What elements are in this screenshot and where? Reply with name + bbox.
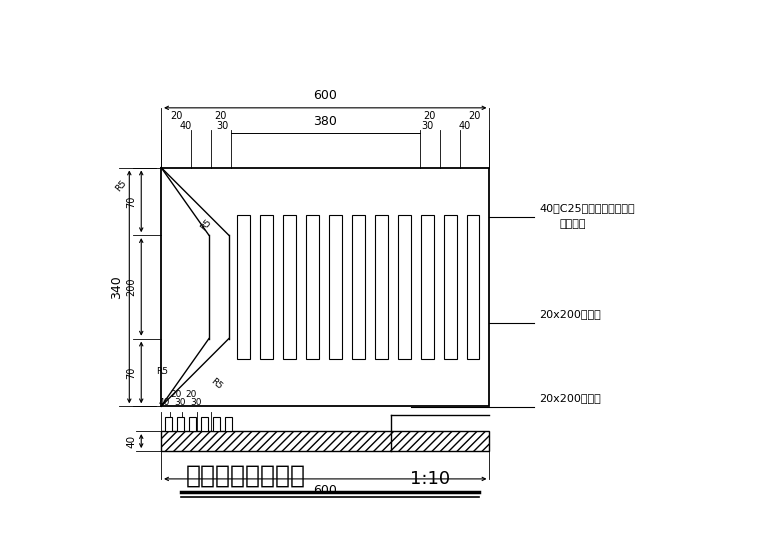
Bar xyxy=(165,417,172,431)
Text: 30: 30 xyxy=(174,398,185,407)
Bar xyxy=(352,215,365,359)
Text: 40: 40 xyxy=(180,121,192,130)
Text: 40: 40 xyxy=(158,398,169,407)
Text: 70: 70 xyxy=(126,366,136,379)
Text: 40: 40 xyxy=(126,434,136,448)
Text: 1:10: 1:10 xyxy=(410,470,450,488)
Text: 600: 600 xyxy=(313,484,337,497)
Bar xyxy=(420,215,433,359)
Text: 20: 20 xyxy=(423,111,436,121)
Text: 200: 200 xyxy=(126,278,136,296)
Text: 30: 30 xyxy=(217,121,229,130)
Text: R5: R5 xyxy=(156,367,168,376)
Text: 70: 70 xyxy=(126,195,136,207)
Bar xyxy=(328,215,341,359)
Bar xyxy=(237,215,250,359)
Bar xyxy=(225,417,232,431)
Text: R5: R5 xyxy=(199,217,214,233)
Text: 20: 20 xyxy=(214,111,227,121)
Bar xyxy=(467,215,480,359)
Bar xyxy=(177,417,184,431)
Text: 600: 600 xyxy=(313,89,337,102)
Bar xyxy=(260,215,273,359)
Text: 40厚C25钢筋混凝土沟盖板: 40厚C25钢筋混凝土沟盖板 xyxy=(539,204,635,213)
Bar xyxy=(189,417,196,431)
Text: 混凝土沟盖板详图: 混凝土沟盖板详图 xyxy=(186,464,306,488)
Text: 20: 20 xyxy=(170,111,182,121)
Bar xyxy=(201,417,208,431)
Text: 380: 380 xyxy=(313,115,337,128)
Bar xyxy=(444,215,457,359)
Text: 20: 20 xyxy=(170,390,182,400)
Text: R5: R5 xyxy=(209,377,224,391)
Bar xyxy=(283,215,296,359)
Text: 40: 40 xyxy=(458,121,470,130)
Text: 340: 340 xyxy=(110,275,123,299)
Text: R5: R5 xyxy=(113,178,128,193)
Text: 20: 20 xyxy=(185,390,197,400)
Text: （预制）: （预制） xyxy=(559,219,585,229)
Bar xyxy=(213,417,220,431)
Bar xyxy=(306,215,318,359)
Text: 20: 20 xyxy=(468,111,480,121)
Text: 30: 30 xyxy=(422,121,434,130)
Bar xyxy=(161,431,489,451)
Text: 20x200漏水孔: 20x200漏水孔 xyxy=(539,393,601,403)
Text: 20x200漏水孔: 20x200漏水孔 xyxy=(539,309,601,319)
Bar xyxy=(397,215,410,359)
Bar xyxy=(161,168,489,407)
Bar xyxy=(375,215,388,359)
Text: 30: 30 xyxy=(190,398,201,407)
